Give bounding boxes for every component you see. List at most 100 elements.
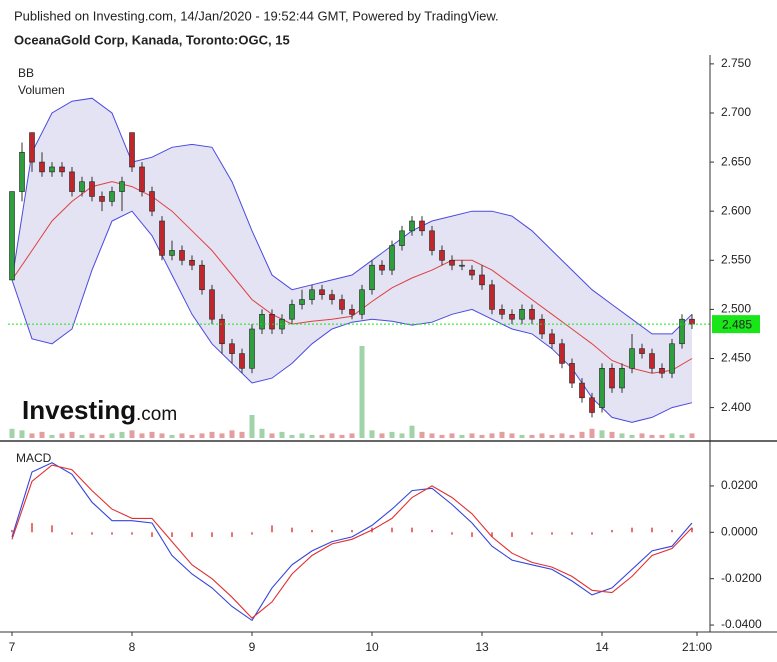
histogram-bar (451, 532, 453, 535)
histogram-bar (251, 532, 253, 535)
volume-bar (339, 434, 345, 438)
candle-body (679, 318, 685, 345)
volume-bar (319, 434, 325, 438)
volume-bar (659, 434, 665, 438)
histogram-bar (431, 529, 433, 533)
histogram-bar (291, 527, 293, 533)
last-price-label: 2.485 (722, 317, 752, 331)
volume-bar (609, 431, 615, 438)
candle-body (649, 353, 655, 369)
y-tick-label: 0.0000 (721, 524, 758, 538)
volume-bar (619, 433, 625, 438)
candle-body (99, 196, 105, 202)
candle-body (459, 264, 465, 267)
volume-bar (529, 434, 535, 438)
volume-bar (309, 434, 315, 438)
volume-bar (9, 428, 15, 438)
candle-body (249, 328, 255, 369)
volume-bar (229, 430, 235, 438)
histogram-bar (531, 532, 533, 535)
y-tick-label: 2.600 (721, 203, 751, 217)
y-tick-label: 2.450 (721, 351, 751, 365)
candle-body (49, 166, 55, 173)
histogram-bar (651, 527, 653, 533)
candle-body (269, 313, 275, 330)
histogram-bar (631, 527, 633, 533)
volume-bar (549, 434, 555, 438)
histogram-bar (191, 532, 193, 537)
x-tick-label: 7 (9, 640, 16, 654)
candle-body (19, 151, 25, 192)
volume-bar (79, 434, 85, 438)
published-note: Published on Investing.com, 14/Jan/2020 … (14, 8, 499, 23)
candle-body (179, 250, 185, 261)
candle-body (29, 132, 35, 163)
volume-bar (429, 433, 435, 438)
volume-bar (59, 433, 65, 438)
candle-body (239, 353, 245, 369)
volume-bar (139, 433, 145, 438)
candle-body (549, 333, 555, 345)
histogram-bar (391, 527, 393, 533)
candle-body (359, 289, 365, 315)
volume-bar (359, 346, 365, 438)
histogram-bar (151, 532, 153, 537)
volume-bar (679, 434, 685, 438)
candle-body (559, 343, 565, 364)
candle-body (579, 382, 585, 399)
volume-bar (389, 431, 395, 438)
volume-bar (159, 433, 165, 438)
symbol-title: OceanaGold Corp, Kanada, Toronto:OGC, 15 (14, 32, 290, 47)
volume-bar (399, 433, 405, 438)
candle-body (69, 171, 75, 192)
volume-bar (49, 434, 55, 438)
candle-body (479, 274, 485, 286)
histogram-bar (111, 532, 113, 535)
volume-bar (469, 433, 475, 438)
candle-body (669, 343, 675, 374)
candle-body (259, 313, 265, 330)
candle-body (609, 368, 615, 389)
x-tick-label: 8 (129, 640, 136, 654)
candle-body (79, 181, 85, 192)
histogram-bar (11, 529, 13, 533)
macd-line (11, 462, 693, 622)
legend-label: BB (18, 66, 34, 80)
volume-bar (179, 433, 185, 438)
x-tick-label: 21:00 (682, 640, 712, 654)
candle-body (499, 309, 505, 315)
candle-body (589, 397, 595, 413)
histogram-bar (691, 527, 693, 533)
volume-bar (559, 433, 565, 438)
legend-label: Volumen (18, 83, 65, 97)
volume-bar (489, 433, 495, 438)
plot-layer: 2.750 2.700 2.650 2.600 2.550 2.500 2.450 2.400… (8, 56, 762, 654)
volume-bar (409, 425, 415, 438)
volume-bar (589, 428, 595, 438)
candle-body (189, 259, 195, 266)
x-tick-label: 14 (595, 640, 609, 654)
candle-body (299, 299, 305, 305)
x-tick-label: 13 (475, 640, 489, 654)
candle-body (39, 161, 45, 173)
volume-bar (259, 428, 265, 438)
y-tick-label: 2.700 (721, 105, 751, 119)
candle-body (489, 284, 495, 310)
volume-bar (579, 431, 585, 438)
candle-body (369, 264, 375, 291)
histogram-bar (571, 532, 573, 535)
candle-body (329, 294, 335, 300)
histogram-bar (31, 523, 33, 533)
candle-body (409, 220, 415, 232)
y-tick-label: 0.0200 (721, 478, 758, 492)
band-upper (11, 97, 693, 335)
volume-bar (209, 431, 215, 438)
volume-bar (19, 430, 25, 438)
volume-bar (689, 433, 695, 438)
volume-bar (439, 434, 445, 438)
volume-bar (99, 434, 105, 438)
candle-body (89, 181, 95, 197)
volume-bar (239, 431, 245, 438)
volume-bar (569, 434, 575, 438)
